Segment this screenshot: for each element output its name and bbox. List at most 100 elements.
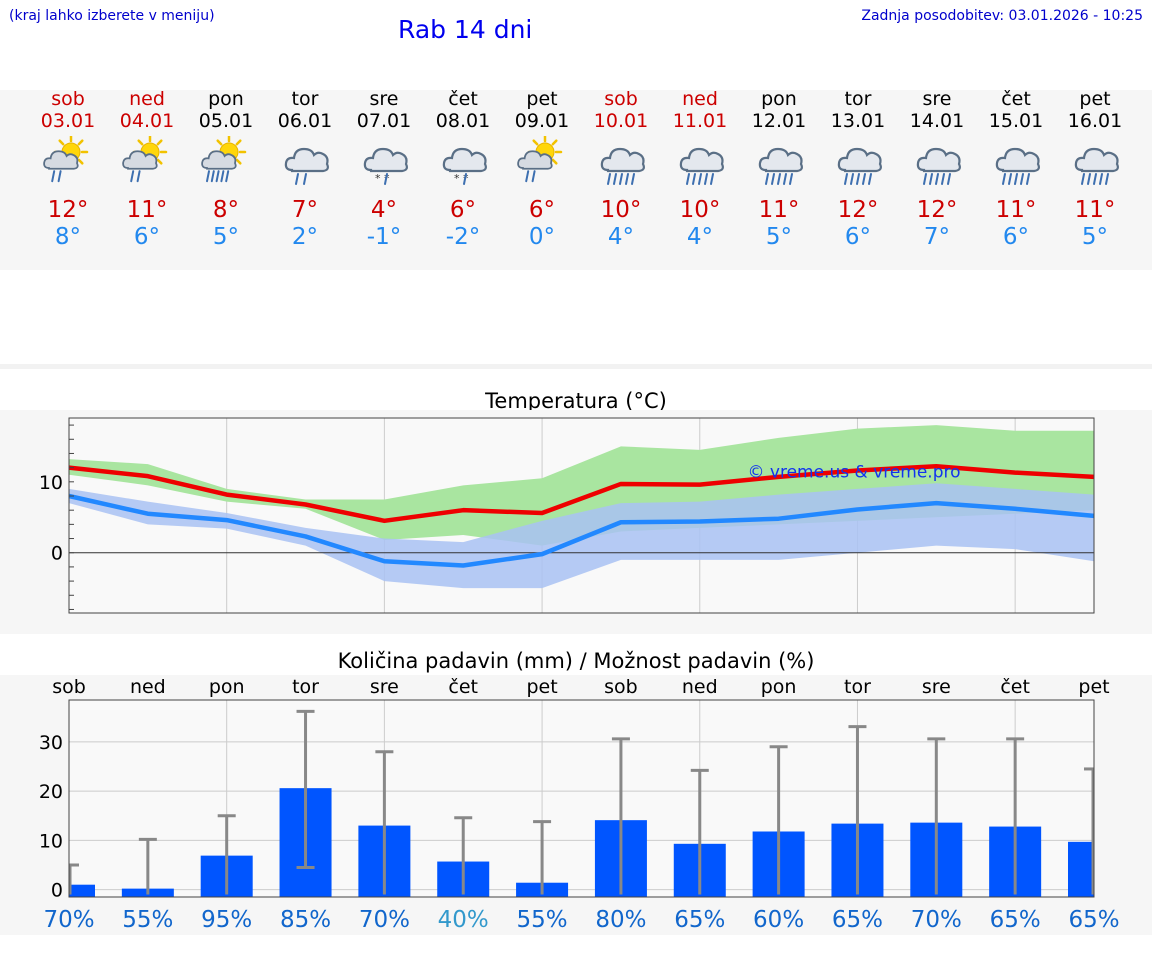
temp-max: 8° — [212, 197, 240, 223]
temp-min: 2° — [291, 224, 319, 250]
cloud-heavy-rain-icon — [989, 136, 1043, 186]
day-date: 12.01 — [751, 110, 807, 132]
separator — [0, 364, 1152, 369]
precip-bar — [1068, 841, 1094, 897]
day-name: pon — [761, 88, 797, 110]
cloud-rain-icon — [278, 136, 332, 186]
cloud-heavy-rain-icon — [594, 136, 648, 186]
day-name: sob — [604, 88, 638, 110]
page-title: Rab 14 dni — [398, 15, 533, 44]
precip-probability: 70% — [43, 907, 94, 933]
precip-probability: 65% — [832, 907, 883, 933]
day-date: 08.01 — [435, 110, 491, 132]
precipitation-chart: 0 10 20 30 sob ned pon tor sre čet pet sob ned pon tor… — [39, 676, 1120, 933]
temp-max: 12° — [47, 197, 89, 223]
y-tick-label: 30 — [39, 732, 63, 754]
precip-probability: 80% — [595, 907, 646, 933]
temp-max: 10° — [600, 197, 642, 223]
day-label: sre — [922, 676, 951, 698]
day-name: ned — [682, 88, 718, 110]
temp-max: 12° — [916, 197, 958, 223]
day-label: sob — [52, 676, 86, 698]
day-date: 15.01 — [988, 110, 1044, 132]
cloud-heavy-rain-icon — [910, 136, 964, 186]
temp-max: 11° — [1074, 197, 1116, 223]
day-name: sre — [922, 88, 952, 110]
day-name: čet — [448, 88, 478, 110]
day-label: pet — [1078, 676, 1109, 698]
day-date: 14.01 — [909, 110, 965, 132]
day-label: sre — [370, 676, 399, 698]
temp-max: 6° — [449, 197, 477, 223]
cloud-sleet-icon: * * — [357, 136, 411, 186]
sun-rain-icon — [120, 134, 174, 186]
y-tick-label: 10 — [39, 472, 63, 494]
header-note[interactable]: (kraj lahko izberete v meniju) — [9, 8, 215, 24]
day-label: ned — [130, 676, 166, 698]
temp-max: 11° — [126, 197, 168, 223]
day-name: tor — [291, 88, 319, 110]
day-name: pet — [1079, 88, 1111, 110]
temp-max: 12° — [837, 197, 879, 223]
day-name: sob — [51, 88, 85, 110]
temp-min: 0° — [528, 224, 556, 250]
day-date: 03.01 — [40, 110, 96, 132]
precip-probability: 70% — [911, 907, 962, 933]
day-label: tor — [844, 676, 871, 698]
day-label: čet — [448, 676, 478, 698]
temp-max: 11° — [758, 197, 800, 223]
day-name: pet — [526, 88, 558, 110]
temp-min: 4° — [686, 224, 714, 250]
temp-min: 4° — [607, 224, 635, 250]
day-name: pon — [208, 88, 244, 110]
day-label: ned — [682, 676, 718, 698]
day-date: 04.01 — [119, 110, 175, 132]
min-temp-line — [68, 493, 1095, 568]
y-tick-label: 20 — [39, 781, 63, 803]
precip-probability: 65% — [674, 907, 725, 933]
day-date: 06.01 — [277, 110, 333, 132]
precip-probability: 65% — [1068, 907, 1119, 933]
precip-probability: 65% — [990, 907, 1041, 933]
temp-min: -2° — [445, 224, 481, 250]
temp-min: 5° — [212, 224, 240, 250]
temp-min: 5° — [1081, 224, 1109, 250]
day-label: pon — [209, 676, 245, 698]
day-date: 13.01 — [830, 110, 886, 132]
day-date: 11.01 — [672, 110, 728, 132]
plot-frame — [68, 417, 1095, 614]
precip-probability: 70% — [359, 907, 410, 933]
cloud-heavy-rain-icon — [1068, 136, 1122, 186]
temp-min: 5° — [765, 224, 793, 250]
temp-max: 6° — [528, 197, 556, 223]
precip-probability: 40% — [438, 907, 489, 933]
sun-cloud-rain-icon — [515, 134, 569, 186]
day-label: sob — [604, 676, 638, 698]
precip-probability: 55% — [517, 907, 568, 933]
precip-probability: 95% — [201, 907, 252, 933]
sun-heavy-rain-icon — [199, 134, 253, 186]
day-name: tor — [844, 88, 872, 110]
cloud-heavy-rain-icon — [831, 136, 885, 186]
day-date: 05.01 — [198, 110, 254, 132]
day-label: čet — [1000, 676, 1030, 698]
temperature-chart-title: Temperatura (°C) — [485, 389, 667, 413]
temp-max: 10° — [679, 197, 721, 223]
min-temp-range-band — [69, 483, 1094, 589]
temp-min: 6° — [844, 224, 872, 250]
plot-frame — [68, 699, 1095, 898]
temp-max: 11° — [995, 197, 1037, 223]
precipitation-chart-title: Količina padavin (mm) / Možnost padavin … — [337, 649, 815, 673]
temp-min: -1° — [366, 224, 402, 250]
temperature-chart: 0 10 © vreme.us & vreme.pro — [39, 417, 1095, 614]
forecast-panel — [0, 90, 1152, 270]
y-tick-label: 0 — [51, 543, 63, 565]
day-label: tor — [292, 676, 319, 698]
day-date: 09.01 — [514, 110, 570, 132]
precip-bar — [69, 884, 95, 897]
day-label: pon — [761, 676, 797, 698]
chart-watermark: © vreme.us & vreme.pro — [747, 463, 960, 483]
temp-max: 4° — [370, 197, 398, 223]
day-date: 07.01 — [356, 110, 412, 132]
day-label: pet — [526, 676, 557, 698]
